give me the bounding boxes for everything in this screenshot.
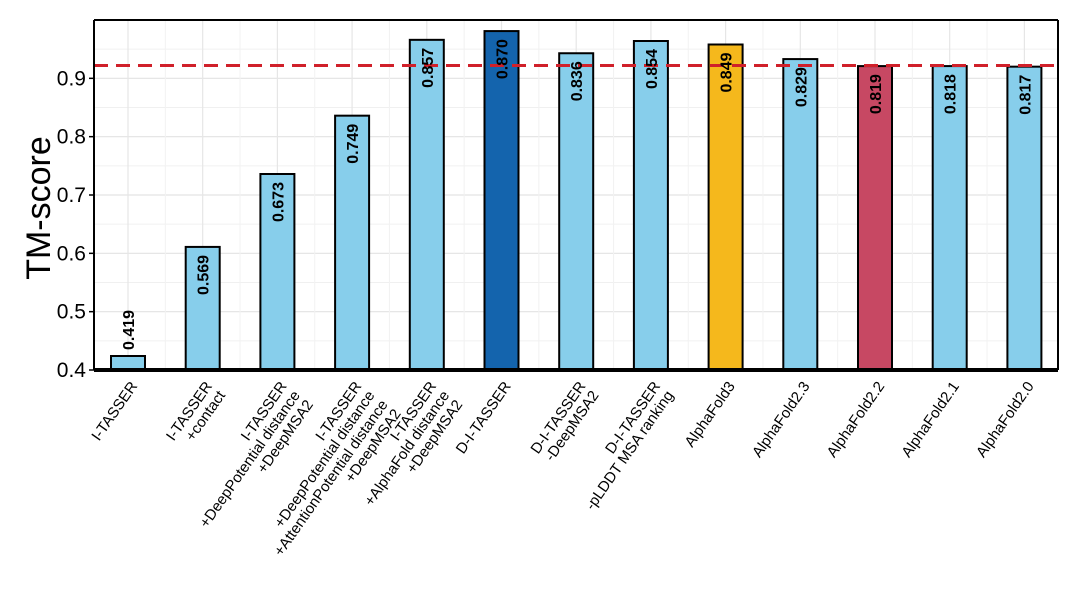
value-label-9: 0.829 [793,67,810,107]
x-category-label-12: AlphaFold2.0 [973,379,1038,461]
value-label-1: 0.569 [196,255,213,295]
y-tick-label-0: 0.4 [57,359,87,382]
value-label-12: 0.817 [1017,75,1034,115]
x-category-label-0: I-TASSER [88,378,141,444]
x-category-label-line: AlphaFold2.1 [898,379,963,461]
x-category-label-6: D-I-TASSER-DeepMSA2 [527,378,602,466]
value-labels-layer: 0.419 0.569 0.673 0.749 0.857 0.870 0.836 0.854… [121,39,1034,350]
bar-8 [707,43,744,371]
bar-11 [931,65,968,371]
x-category-label-line: AlphaFold2.0 [973,379,1038,461]
x-category-label-line: AlphaFold2.2 [824,379,889,461]
value-label-11: 0.818 [943,74,960,114]
bar-10 [857,65,893,371]
x-category-label-line: I-TASSER [88,378,141,444]
x-category-label-5: D-I-TASSER [453,378,515,457]
y-tick-label-4: 0.8 [57,126,86,149]
bar-1 [184,245,221,372]
x-category-label-11: AlphaFold2.1 [898,379,963,461]
x-category-label-1: I-TASSER+contact [163,378,230,453]
x-category-label-line: AlphaFold2.3 [749,379,814,461]
value-label-3: 0.749 [345,124,362,164]
bar-9 [782,58,819,371]
bar-7 [632,40,669,371]
y-tick-label-1: 0.5 [57,301,86,324]
x-category-label-9: AlphaFold2.3 [749,379,814,461]
value-label-2: 0.673 [270,182,287,222]
value-label-8: 0.849 [719,52,736,92]
value-label-4: 0.857 [420,48,437,88]
value-label-7: 0.854 [644,49,661,89]
x-category-label-8: AlphaFold3 [681,379,738,451]
y-tick-label-5: 0.9 [57,67,86,90]
bar-6 [558,52,595,371]
y-tick-label-2: 0.6 [57,242,86,265]
value-label-10: 0.819 [868,74,885,114]
x-category-label-10: AlphaFold2.2 [824,379,889,461]
bar-4 [408,38,445,371]
value-label-6: 0.836 [569,61,586,101]
y-tick-label-3: 0.7 [57,184,86,207]
bar-3 [334,114,371,371]
value-label-5: 0.870 [495,39,512,79]
y-axis-title: TM-score [20,136,58,280]
bar-5 [483,30,520,371]
x-category-label-line: AlphaFold3 [681,379,738,451]
x-category-label-line: D-I-TASSER [453,378,515,457]
bar-0 [110,355,146,371]
value-label-0: 0.419 [121,310,138,350]
bars-layer [110,30,1043,372]
